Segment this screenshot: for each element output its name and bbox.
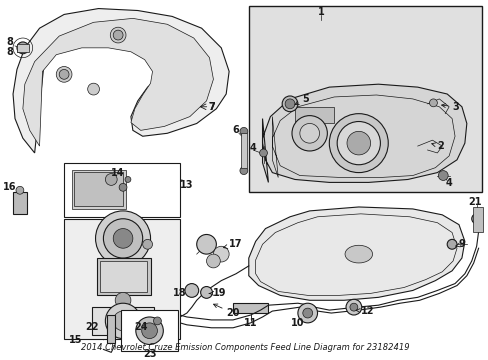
Polygon shape bbox=[262, 84, 466, 183]
Text: 24: 24 bbox=[134, 322, 147, 332]
Circle shape bbox=[213, 246, 229, 262]
Text: 5: 5 bbox=[294, 94, 308, 105]
Text: 4: 4 bbox=[249, 143, 256, 153]
Text: 12: 12 bbox=[355, 306, 373, 316]
Circle shape bbox=[56, 67, 72, 82]
Polygon shape bbox=[13, 9, 229, 153]
Circle shape bbox=[299, 123, 319, 143]
Circle shape bbox=[115, 292, 131, 308]
Circle shape bbox=[105, 174, 117, 185]
Circle shape bbox=[95, 211, 150, 266]
Text: 18: 18 bbox=[173, 288, 186, 298]
Text: 11: 11 bbox=[244, 318, 257, 328]
Text: 7: 7 bbox=[208, 102, 214, 112]
Circle shape bbox=[153, 317, 161, 325]
Circle shape bbox=[282, 96, 297, 112]
Bar bbox=[107, 315, 115, 342]
Bar bbox=[121, 310, 178, 351]
Circle shape bbox=[125, 176, 131, 183]
Circle shape bbox=[285, 99, 294, 109]
Circle shape bbox=[437, 171, 447, 180]
Circle shape bbox=[200, 287, 212, 298]
Circle shape bbox=[291, 116, 326, 151]
Text: 17: 17 bbox=[223, 239, 242, 249]
Circle shape bbox=[428, 99, 436, 107]
Text: 8: 8 bbox=[7, 37, 14, 47]
Bar bbox=[13, 192, 27, 214]
Text: 4: 4 bbox=[445, 179, 451, 188]
Text: 19: 19 bbox=[209, 288, 226, 298]
Circle shape bbox=[297, 303, 317, 323]
Circle shape bbox=[447, 239, 456, 249]
Circle shape bbox=[142, 239, 152, 249]
Text: 20: 20 bbox=[213, 304, 239, 318]
Text: 10: 10 bbox=[290, 318, 304, 328]
Bar bbox=[248, 6, 481, 192]
Circle shape bbox=[346, 131, 370, 155]
Circle shape bbox=[471, 214, 481, 224]
Circle shape bbox=[113, 229, 133, 248]
Circle shape bbox=[337, 122, 380, 165]
Bar bbox=[96, 258, 150, 295]
Polygon shape bbox=[294, 107, 334, 123]
Text: 2014 Chevrolet Cruze Emission Components Feed Line Diagram for 23182419: 2014 Chevrolet Cruze Emission Components… bbox=[81, 343, 408, 352]
Bar bbox=[17, 44, 29, 52]
Circle shape bbox=[206, 254, 220, 268]
Ellipse shape bbox=[345, 245, 372, 263]
Circle shape bbox=[59, 69, 69, 79]
Text: 1: 1 bbox=[317, 8, 324, 18]
Circle shape bbox=[142, 323, 157, 339]
Polygon shape bbox=[23, 18, 213, 146]
Bar bbox=[91, 307, 154, 335]
Text: 22: 22 bbox=[85, 322, 98, 332]
Circle shape bbox=[103, 219, 142, 258]
Bar bbox=[74, 172, 123, 206]
Circle shape bbox=[240, 167, 247, 175]
Circle shape bbox=[302, 308, 312, 318]
Text: 21: 21 bbox=[467, 197, 481, 207]
Text: 15: 15 bbox=[69, 334, 82, 345]
Bar bbox=[72, 170, 126, 209]
Text: 2: 2 bbox=[431, 141, 443, 151]
Text: 9: 9 bbox=[455, 239, 465, 249]
Circle shape bbox=[16, 186, 24, 194]
Bar bbox=[64, 163, 180, 217]
Text: 14: 14 bbox=[111, 168, 124, 177]
Circle shape bbox=[136, 317, 163, 345]
Circle shape bbox=[240, 127, 247, 135]
Polygon shape bbox=[233, 303, 268, 313]
Circle shape bbox=[113, 30, 123, 40]
Bar bbox=[100, 261, 146, 292]
Circle shape bbox=[113, 311, 133, 331]
Bar bbox=[241, 133, 246, 168]
Circle shape bbox=[196, 234, 216, 254]
Text: 3: 3 bbox=[441, 102, 458, 112]
Circle shape bbox=[259, 149, 267, 157]
Bar bbox=[64, 219, 180, 339]
Circle shape bbox=[328, 114, 387, 172]
Text: 8: 8 bbox=[7, 47, 14, 57]
Circle shape bbox=[349, 303, 357, 311]
Circle shape bbox=[17, 42, 29, 54]
Circle shape bbox=[87, 83, 99, 95]
Text: 6: 6 bbox=[232, 125, 239, 135]
Circle shape bbox=[105, 303, 141, 339]
Text: 23: 23 bbox=[142, 349, 156, 359]
Circle shape bbox=[119, 183, 127, 191]
Circle shape bbox=[110, 27, 126, 43]
Polygon shape bbox=[248, 207, 464, 300]
Text: 16: 16 bbox=[3, 182, 17, 192]
Circle shape bbox=[184, 284, 198, 297]
Text: 7: 7 bbox=[208, 102, 214, 112]
Circle shape bbox=[346, 299, 361, 315]
Bar bbox=[472, 207, 482, 231]
Text: 13: 13 bbox=[180, 180, 193, 190]
